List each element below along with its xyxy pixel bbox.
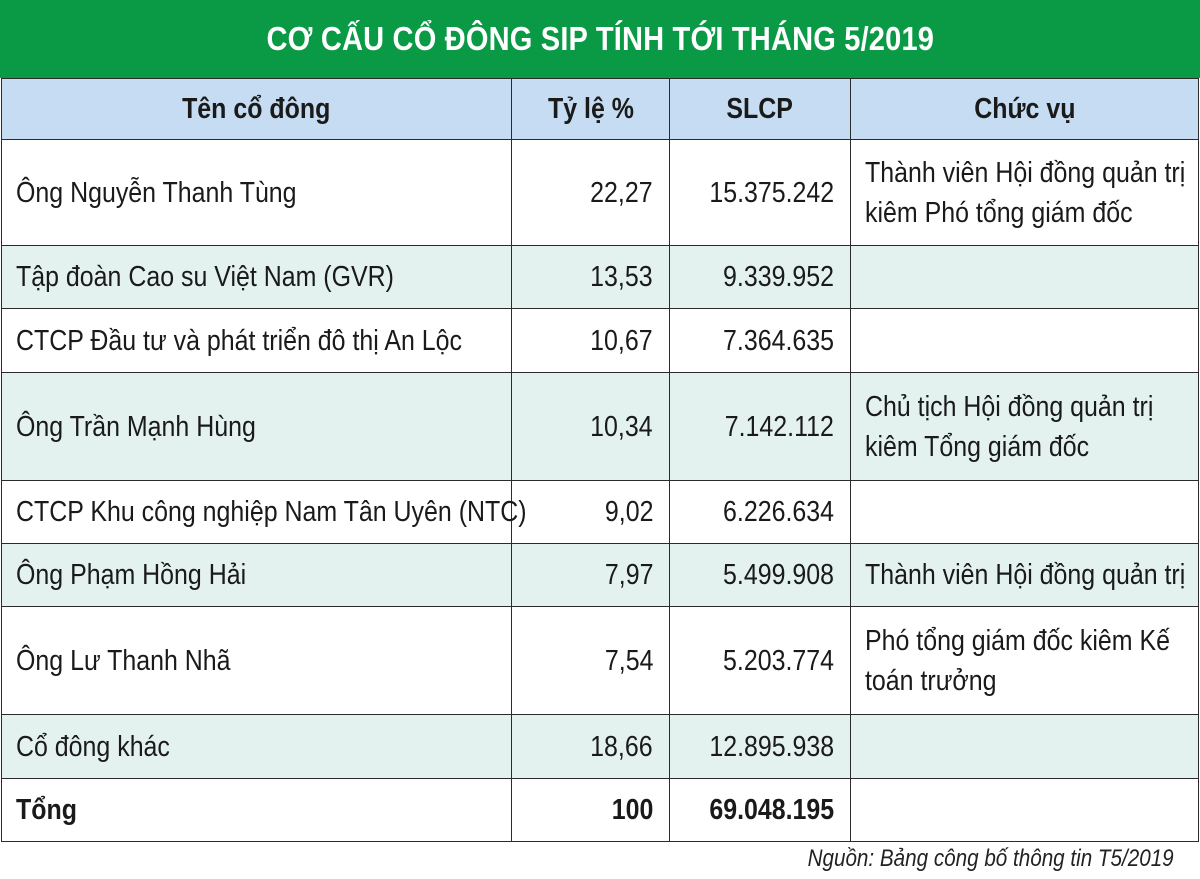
shareholder-shares: 5.203.774	[669, 606, 851, 715]
header-ratio: Tỷ lệ %	[511, 78, 670, 140]
shareholder-shares: 7.364.635	[669, 308, 851, 373]
shareholder-name: Cổ đông khác	[1, 714, 512, 779]
shareholder-position: Thành viên Hội đồng quản trị	[850, 543, 1199, 607]
shareholder-name: CTCP Khu công nghiệp Nam Tân Uyên (NTC)	[1, 480, 527, 544]
shareholder-ratio: 10,34	[511, 372, 670, 481]
shareholder-shares: 5.499.908	[669, 543, 851, 607]
total-shares: 69.048.195	[669, 778, 851, 842]
header-shares: SLCP	[669, 78, 851, 140]
table-title-bar: CƠ CẤU CỔ ĐÔNG SIP TÍNH TỚI THÁNG 5/2019	[0, 0, 1200, 78]
table-title: CƠ CẤU CỔ ĐÔNG SIP TÍNH TỚI THÁNG 5/2019	[266, 20, 934, 57]
shareholder-ratio: 22,27	[511, 139, 670, 246]
total-ratio: 100	[511, 778, 670, 842]
shareholder-position	[850, 308, 1199, 373]
shareholder-position	[850, 245, 1199, 309]
shareholder-name: Ông Lư Thanh Nhã	[1, 606, 512, 715]
shareholder-shares: 6.226.634	[669, 480, 851, 544]
shareholder-position	[850, 714, 1199, 779]
table-row: CTCP Khu công nghiệp Nam Tân Uyên (NTC) …	[1, 480, 1199, 544]
shareholder-ratio: 18,66	[511, 714, 670, 779]
shareholder-shares: 9.339.952	[669, 245, 851, 309]
table-row: CTCP Đầu tư và phát triển đô thị An Lộc …	[1, 308, 1199, 373]
total-row: Tổng 100 69.048.195	[1, 778, 1199, 842]
shareholder-shares: 7.142.112	[669, 372, 851, 481]
shareholder-position	[850, 480, 1199, 544]
table-row: Ông Lư Thanh Nhã 7,54 5.203.774 Phó tổng…	[1, 606, 1199, 715]
table-row: Ông Nguyễn Thanh Tùng 22,27 15.375.242 T…	[1, 139, 1199, 246]
shareholder-position: Thành viên Hội đồng quản trị kiêm Phó tổ…	[850, 139, 1199, 246]
shareholder-name: Ông Phạm Hồng Hải	[1, 543, 512, 607]
source-note: Nguồn: Bảng công bố thông tin T5/2019	[807, 845, 1174, 872]
shareholder-name: CTCP Đầu tư và phát triển đô thị An Lộc	[1, 308, 512, 373]
shareholder-ratio: 7,54	[511, 606, 670, 715]
header-name: Tên cổ đông	[1, 78, 512, 140]
shareholder-name: Ông Trần Mạnh Hùng	[1, 372, 512, 481]
shareholder-ratio: 9,02	[511, 480, 670, 544]
shareholder-name: Tập đoàn Cao su Việt Nam (GVR)	[1, 245, 512, 309]
header-position: Chức vụ	[850, 78, 1199, 140]
shareholder-position: Chủ tịch Hội đồng quản trị kiêm Tổng giá…	[850, 372, 1199, 481]
shareholder-position: Phó tổng giám đốc kiêm Kế toán trưởng	[850, 606, 1199, 715]
table-row: Cổ đông khác 18,66 12.895.938	[1, 714, 1199, 779]
total-position	[850, 778, 1199, 842]
shareholder-shares: 12.895.938	[669, 714, 851, 779]
shareholder-ratio: 7,97	[511, 543, 670, 607]
table-row: Ông Phạm Hồng Hải 7,97 5.499.908 Thành v…	[1, 543, 1199, 607]
shareholder-shares: 15.375.242	[669, 139, 851, 246]
table-row: Ông Trần Mạnh Hùng 10,34 7.142.112 Chủ t…	[1, 372, 1199, 481]
shareholder-name: Ông Nguyễn Thanh Tùng	[1, 139, 512, 246]
table-row: Tập đoàn Cao su Việt Nam (GVR) 13,53 9.3…	[1, 245, 1199, 309]
header-row: Tên cổ đông Tỷ lệ % SLCP Chức vụ	[1, 78, 1199, 140]
total-label: Tổng	[1, 778, 512, 842]
shareholder-ratio: 13,53	[511, 245, 670, 309]
shareholder-table: Tên cổ đông Tỷ lệ % SLCP Chức vụ Ông Ngu…	[1, 78, 1199, 842]
shareholder-ratio: 10,67	[511, 308, 670, 373]
